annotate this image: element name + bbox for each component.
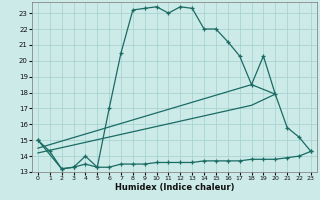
X-axis label: Humidex (Indice chaleur): Humidex (Indice chaleur)	[115, 183, 234, 192]
